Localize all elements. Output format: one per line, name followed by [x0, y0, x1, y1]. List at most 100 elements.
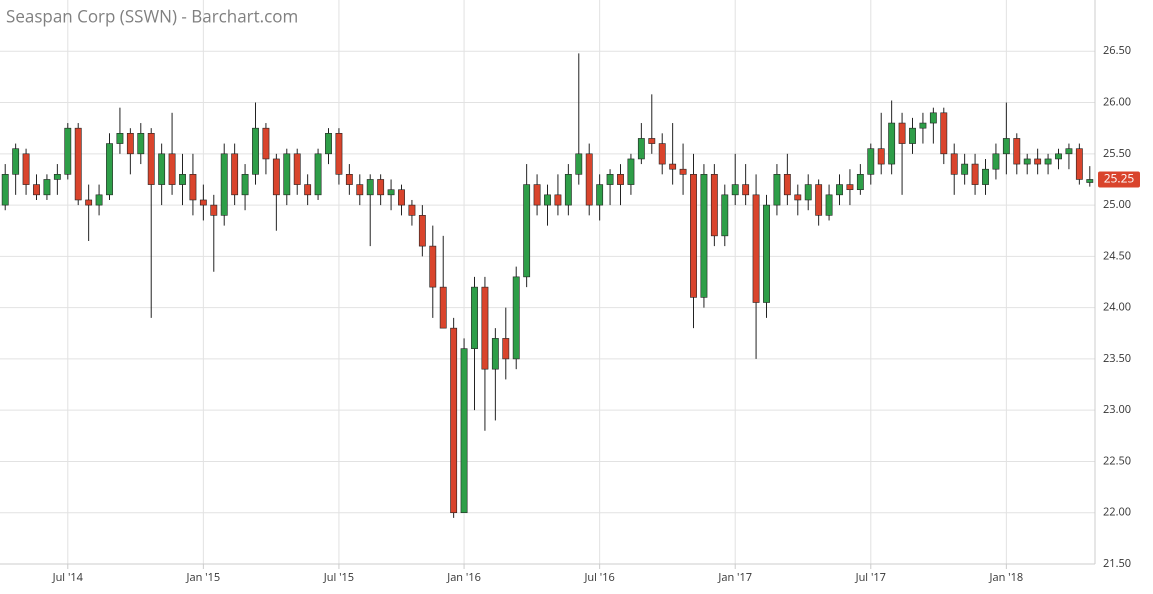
candle-body — [168, 153, 176, 185]
candle-body — [909, 127, 916, 144]
x-tick-label: Jan '18 — [989, 570, 1024, 585]
candle-body — [877, 148, 885, 165]
candle-body — [85, 199, 93, 206]
candle-body — [106, 143, 113, 196]
candle-body — [293, 153, 301, 185]
candle-body — [554, 194, 562, 206]
candle-body — [158, 153, 166, 185]
candle-body — [992, 153, 1000, 170]
candle-body — [564, 174, 572, 206]
y-tick-label: 25.50 — [1103, 146, 1131, 161]
chart-title: Seaspan Corp (SSWN) - Barchart.com — [6, 5, 298, 28]
candle-body — [491, 338, 499, 370]
candle-body — [658, 143, 666, 165]
candle-body — [22, 153, 30, 185]
candle-body — [710, 174, 718, 237]
candle-body — [272, 158, 280, 196]
y-tick-label: 21.50 — [1103, 556, 1131, 571]
candle-body — [846, 184, 854, 191]
candle-body — [199, 199, 207, 206]
y-tick-label: 24.00 — [1103, 300, 1131, 315]
candle-body — [33, 184, 40, 196]
candle-body — [794, 194, 802, 201]
candle-body — [929, 112, 937, 124]
candle-body — [95, 194, 103, 206]
candle-body — [856, 174, 864, 191]
candle-body — [43, 179, 51, 196]
candle-body — [1086, 179, 1094, 183]
candle-body — [606, 174, 614, 185]
candle-body — [345, 174, 353, 185]
candle-body — [523, 184, 531, 278]
candle-body — [940, 112, 948, 155]
candle-body — [961, 163, 969, 175]
candle-body — [356, 184, 364, 196]
candle-body — [387, 189, 395, 196]
candle-body — [1, 174, 9, 206]
candles — [1, 53, 1094, 518]
candle-body — [335, 133, 343, 175]
candle-body — [12, 148, 20, 175]
candle-body — [460, 348, 468, 514]
last-price-label: 25.25 — [1104, 170, 1135, 187]
x-tick-label: Jan '16 — [446, 570, 481, 585]
candle-body — [617, 174, 624, 185]
candle-body — [252, 127, 259, 175]
candle-body — [262, 127, 270, 160]
grid — [0, 0, 1095, 565]
candle-body — [1055, 153, 1062, 160]
x-tick-label: Jul '17 — [855, 570, 886, 585]
candle-body — [627, 158, 635, 185]
x-tick-label: Jan '15 — [186, 570, 221, 585]
candle-body — [1023, 158, 1031, 165]
candle-body — [596, 184, 604, 206]
x-tick-label: Jan '17 — [717, 570, 752, 585]
candle-body — [220, 153, 228, 216]
candle-body — [867, 148, 875, 175]
x-tick-label: Jul '15 — [323, 570, 354, 585]
candle-body — [804, 184, 812, 201]
y-tick-label: 23.50 — [1103, 351, 1131, 366]
candle-body — [544, 194, 551, 206]
x-tick-label: Jul '14 — [52, 570, 84, 585]
candle-body — [669, 163, 677, 170]
candle-body — [575, 153, 583, 175]
candle-body — [471, 286, 478, 349]
candle-body — [1034, 158, 1042, 165]
candle-body — [773, 174, 781, 206]
candle-body — [241, 174, 249, 196]
candle-body — [210, 204, 218, 216]
last-price-box — [1098, 171, 1140, 188]
candle-body — [304, 184, 312, 196]
candle-body — [898, 122, 906, 144]
candle-body — [418, 215, 426, 247]
candle-body — [74, 127, 82, 201]
y-tick-label: 24.50 — [1103, 248, 1131, 263]
candle-body — [1075, 148, 1083, 180]
candle-body — [231, 153, 239, 196]
candle-body — [982, 168, 989, 185]
candle-body — [512, 276, 520, 360]
candle-body — [137, 133, 145, 155]
candle-body — [721, 194, 729, 237]
candle-body — [126, 133, 134, 155]
candle-body — [398, 189, 405, 206]
candle-body — [763, 204, 770, 303]
candle-body — [742, 184, 750, 196]
candle-body — [950, 153, 958, 175]
candle-body — [53, 174, 61, 180]
candle-body — [783, 174, 791, 196]
candle-body — [1002, 138, 1010, 155]
candle-body — [189, 174, 197, 201]
candle-body — [836, 184, 843, 196]
candle-body — [752, 194, 760, 303]
y-tick-label: 25.00 — [1103, 197, 1131, 212]
candle-body — [888, 122, 896, 165]
candle-body — [429, 245, 437, 288]
candle-body — [731, 184, 739, 196]
candle-body — [408, 204, 416, 216]
candle-body — [1013, 138, 1021, 165]
candle-body — [1065, 148, 1073, 155]
candle-body — [637, 138, 645, 160]
